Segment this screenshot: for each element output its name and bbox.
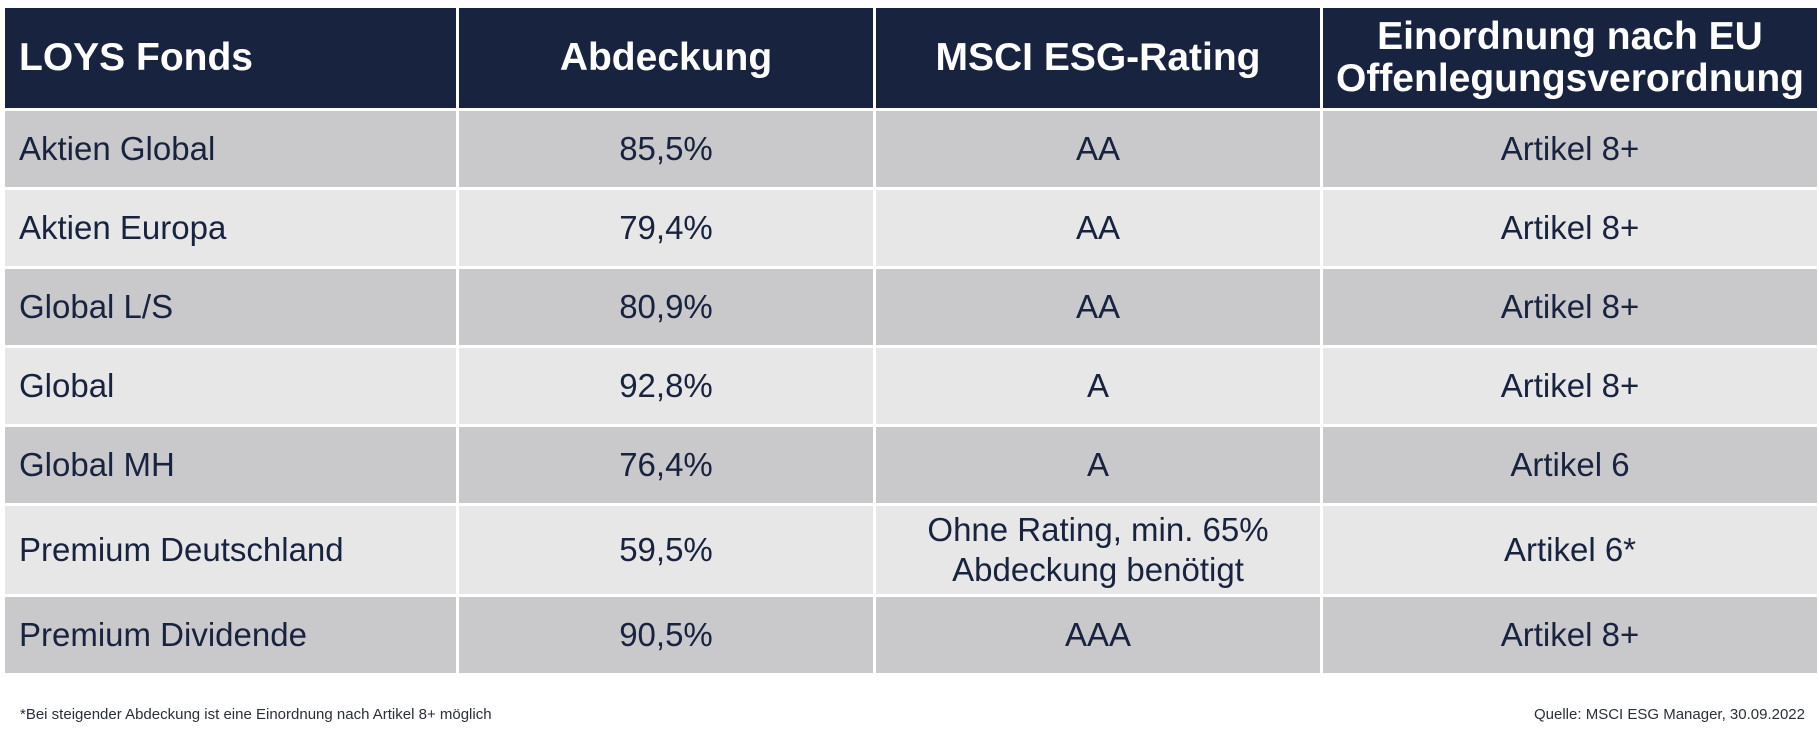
fund-cell: Global bbox=[2, 345, 459, 427]
header-fund: LOYS Fonds bbox=[2, 5, 459, 111]
rating-cell: AAA bbox=[873, 594, 1323, 676]
coverage-cell: 76,4% bbox=[456, 424, 876, 506]
coverage-cell: 92,8% bbox=[456, 345, 876, 427]
classification-cell: Artikel 8+ bbox=[1320, 187, 1819, 269]
classification-cell: Artikel 6 bbox=[1320, 424, 1819, 506]
classification-cell: Artikel 6* bbox=[1320, 503, 1819, 597]
coverage-cell: 59,5% bbox=[456, 503, 876, 597]
rating-cell: Ohne Rating, min. 65% Abdeckung benötigt bbox=[873, 503, 1323, 597]
classification-cell: Artikel 8+ bbox=[1320, 345, 1819, 427]
fund-cell: Global L/S bbox=[2, 266, 459, 348]
source-note: Quelle: MSCI ESG Manager, 30.09.2022 bbox=[1534, 706, 1805, 723]
esg-table-container: LOYS Fonds Abdeckung MSCI ESG-Rating Ein… bbox=[2, 5, 1819, 676]
rating-cell: A bbox=[873, 345, 1323, 427]
rating-cell: AA bbox=[873, 187, 1323, 269]
fund-cell: Premium Dividende bbox=[2, 594, 459, 676]
esg-rating-table: LOYS Fonds Abdeckung MSCI ESG-Rating Ein… bbox=[2, 5, 1819, 676]
table-row: Premium Deutschland 59,5% Ohne Rating, m… bbox=[2, 503, 1819, 597]
table-row: Premium Dividende 90,5% AAA Artikel 8+ bbox=[2, 594, 1819, 676]
coverage-cell: 85,5% bbox=[456, 108, 876, 190]
coverage-cell: 90,5% bbox=[456, 594, 876, 676]
table-row: Global 92,8% A Artikel 8+ bbox=[2, 345, 1819, 427]
fund-cell: Global MH bbox=[2, 424, 459, 506]
coverage-cell: 79,4% bbox=[456, 187, 876, 269]
table-header-row: LOYS Fonds Abdeckung MSCI ESG-Rating Ein… bbox=[2, 5, 1819, 111]
classification-cell: Artikel 8+ bbox=[1320, 266, 1819, 348]
table-row: Global L/S 80,9% AA Artikel 8+ bbox=[2, 266, 1819, 348]
rating-cell: A bbox=[873, 424, 1323, 506]
header-coverage: Abdeckung bbox=[456, 5, 876, 111]
table-row: Aktien Global 85,5% AA Artikel 8+ bbox=[2, 108, 1819, 190]
table-row: Global MH 76,4% A Artikel 6 bbox=[2, 424, 1819, 506]
footnote: *Bei steigender Abdeckung ist eine Einor… bbox=[20, 706, 492, 723]
header-rating: MSCI ESG-Rating bbox=[873, 5, 1323, 111]
coverage-cell: 80,9% bbox=[456, 266, 876, 348]
rating-cell: AA bbox=[873, 108, 1323, 190]
classification-cell: Artikel 8+ bbox=[1320, 594, 1819, 676]
fund-cell: Aktien Global bbox=[2, 108, 459, 190]
fund-cell: Premium Deutschland bbox=[2, 503, 459, 597]
header-classification: Einordnung nach EU Offenlegungsverordnun… bbox=[1320, 5, 1819, 111]
classification-cell: Artikel 8+ bbox=[1320, 108, 1819, 190]
rating-cell: AA bbox=[873, 266, 1323, 348]
table-row: Aktien Europa 79,4% AA Artikel 8+ bbox=[2, 187, 1819, 269]
fund-cell: Aktien Europa bbox=[2, 187, 459, 269]
